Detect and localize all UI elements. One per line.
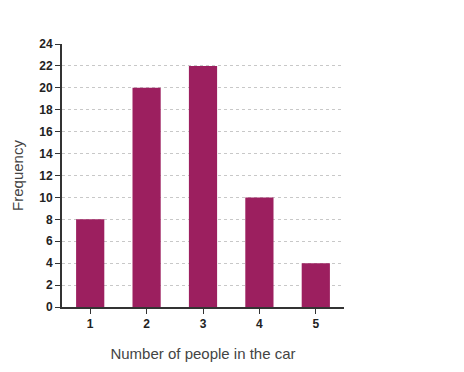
svg-text:18: 18	[39, 103, 53, 117]
svg-text:Number of people in the car: Number of people in the car	[110, 345, 295, 362]
svg-text:Frequency: Frequency	[9, 140, 26, 211]
svg-text:16: 16	[39, 125, 53, 139]
svg-text:12: 12	[39, 169, 53, 183]
svg-text:3: 3	[200, 317, 207, 331]
svg-text:6: 6	[46, 234, 53, 248]
svg-text:2: 2	[46, 278, 53, 292]
svg-text:2: 2	[143, 317, 150, 331]
svg-text:10: 10	[39, 191, 53, 205]
svg-text:4: 4	[46, 256, 53, 270]
svg-text:14: 14	[39, 147, 53, 161]
svg-text:22: 22	[39, 59, 53, 73]
svg-text:0: 0	[46, 300, 53, 314]
svg-text:4: 4	[256, 317, 263, 331]
svg-text:1: 1	[87, 317, 94, 331]
svg-text:24: 24	[39, 37, 53, 51]
svg-text:20: 20	[39, 81, 53, 95]
svg-text:5: 5	[312, 317, 319, 331]
svg-text:8: 8	[46, 213, 53, 227]
